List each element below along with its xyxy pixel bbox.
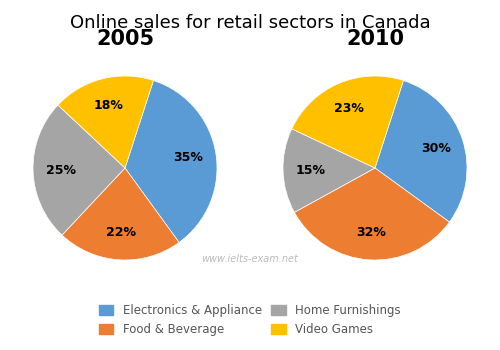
Text: 23%: 23% [334, 103, 364, 116]
Wedge shape [33, 105, 125, 235]
Text: 30%: 30% [422, 142, 451, 155]
Wedge shape [62, 168, 179, 260]
Wedge shape [283, 129, 375, 212]
Wedge shape [375, 80, 467, 222]
Title: 2010: 2010 [346, 29, 404, 49]
Text: 22%: 22% [106, 226, 136, 239]
Wedge shape [292, 76, 404, 168]
Text: 18%: 18% [94, 99, 124, 112]
Text: 35%: 35% [174, 152, 204, 164]
Text: www.ielts-exam.net: www.ielts-exam.net [202, 254, 298, 264]
Text: Online sales for retail sectors in Canada: Online sales for retail sectors in Canad… [70, 14, 430, 32]
Wedge shape [125, 80, 217, 243]
Text: 32%: 32% [356, 226, 386, 239]
Legend: Electronics & Appliance, Food & Beverage, Home Furnishings, Video Games: Electronics & Appliance, Food & Beverage… [94, 299, 406, 341]
Title: 2005: 2005 [96, 29, 154, 49]
Text: 25%: 25% [46, 163, 76, 176]
Wedge shape [294, 168, 450, 260]
Text: 15%: 15% [296, 163, 326, 176]
Wedge shape [58, 76, 154, 168]
